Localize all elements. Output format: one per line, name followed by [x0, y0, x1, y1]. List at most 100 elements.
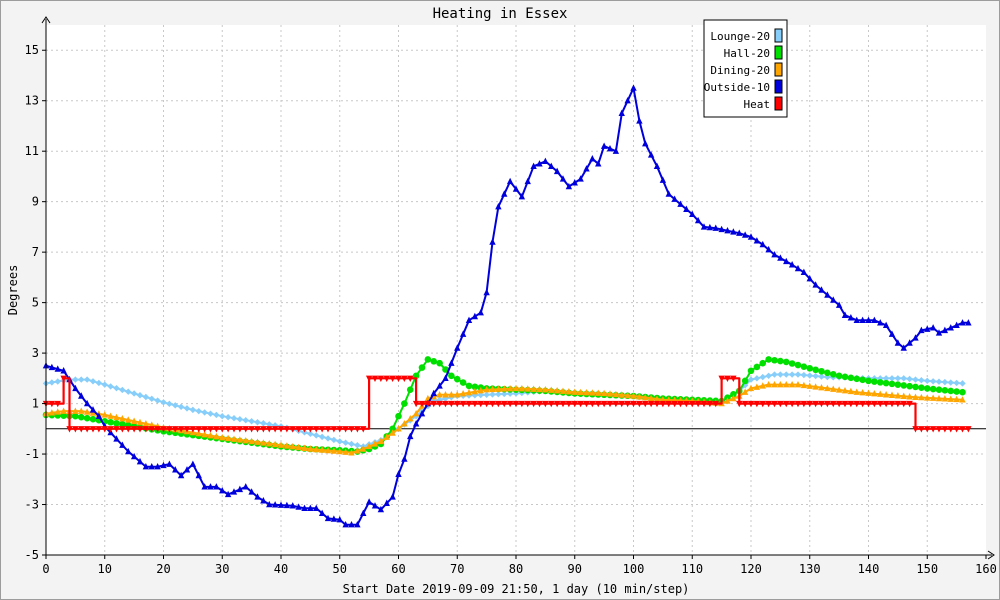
data-point-lounge-20	[953, 379, 960, 387]
data-point-dining-20	[48, 409, 56, 416]
data-point-heat	[501, 400, 508, 408]
data-point-outside-10	[160, 461, 167, 469]
y-tick-label: 7	[32, 245, 39, 259]
data-point-hall-20	[418, 364, 426, 371]
data-point-lounge-20	[924, 377, 931, 385]
data-point-dining-20	[947, 395, 954, 402]
legend-swatch-heat	[774, 96, 783, 111]
data-point-dining-20	[783, 380, 790, 388]
data-point-lounge-20	[495, 391, 502, 398]
data-point-dining-20	[230, 435, 238, 442]
data-point-hall-20	[113, 419, 120, 427]
axes	[41, 16, 995, 560]
data-point-dining-20	[847, 387, 855, 395]
series-layer	[42, 84, 972, 528]
data-point-heat	[624, 400, 631, 408]
data-point-outside-10	[313, 504, 320, 512]
data-point-outside-10	[830, 296, 837, 303]
data-point-heat	[730, 375, 737, 383]
data-point-lounge-20	[230, 415, 238, 422]
data-point-outside-10	[589, 155, 596, 162]
data-point-dining-20	[289, 443, 296, 450]
data-point-heat	[336, 426, 343, 433]
data-point-heat	[712, 400, 719, 408]
data-point-lounge-20	[95, 379, 103, 387]
data-point-hall-20	[947, 387, 955, 395]
data-point-dining-20	[213, 432, 220, 440]
data-point-lounge-20	[83, 376, 91, 383]
data-point-dining-20	[759, 382, 766, 389]
data-point-dining-20	[113, 413, 120, 421]
data-point-dining-20	[342, 448, 349, 455]
data-point-dining-20	[548, 386, 555, 393]
data-point-hall-20	[794, 361, 802, 369]
x-tick-label: 30	[215, 562, 229, 576]
data-point-heat	[266, 426, 273, 433]
grid	[46, 25, 986, 555]
data-point-heat	[630, 400, 637, 408]
y-tick-label: 1	[32, 397, 39, 411]
data-point-heat	[794, 400, 802, 408]
data-point-lounge-20	[48, 379, 56, 386]
legend-swatch-hall-20	[774, 45, 783, 60]
data-point-heat	[189, 426, 197, 433]
data-point-hall-20	[918, 384, 925, 391]
data-point-heat	[788, 400, 796, 408]
data-point-outside-10	[765, 245, 772, 253]
legend-label-outside-10: Outside-10	[704, 81, 770, 94]
data-point-lounge-20	[941, 378, 949, 386]
data-point-hall-20	[835, 372, 843, 380]
y-tick-label: -5	[25, 548, 39, 562]
data-point-heat	[283, 426, 291, 433]
data-point-hall-20	[929, 385, 937, 393]
data-point-lounge-20	[888, 375, 896, 382]
series-hall-20	[42, 356, 966, 455]
data-point-heat	[342, 426, 349, 433]
data-point-dining-20	[865, 389, 872, 396]
data-point-outside-10	[230, 488, 238, 495]
data-point-outside-10	[418, 409, 426, 417]
data-point-heat	[360, 426, 367, 433]
data-point-outside-10	[877, 319, 884, 326]
data-point-outside-10	[148, 462, 155, 470]
tick-labels: 0 10 20 30 40 50 60 70 80 90 100 110 120 130 140 150 160…	[25, 43, 997, 576]
data-point-heat	[830, 400, 837, 408]
data-point-heat	[389, 375, 396, 383]
x-tick-label: 120	[740, 562, 762, 576]
data-point-dining-20	[242, 436, 249, 444]
data-point-outside-10	[941, 326, 949, 334]
data-point-heat	[753, 400, 761, 408]
data-point-heat	[213, 426, 220, 433]
data-point-outside-10	[236, 485, 244, 493]
data-point-hall-20	[935, 386, 943, 393]
data-point-heat	[324, 426, 332, 433]
data-point-outside-10	[647, 151, 655, 158]
data-point-dining-20	[542, 385, 549, 393]
data-point-lounge-20	[266, 421, 273, 428]
data-point-dining-20	[248, 437, 255, 445]
data-point-dining-20	[412, 409, 420, 417]
data-point-outside-10	[536, 160, 543, 167]
data-point-hall-20	[741, 377, 749, 385]
data-point-heat	[395, 375, 402, 383]
data-point-hall-20	[894, 381, 902, 388]
data-point-dining-20	[442, 391, 449, 398]
data-point-heat	[900, 400, 907, 408]
y-tick-label: 11	[25, 144, 39, 158]
data-point-dining-20	[788, 380, 796, 388]
data-point-dining-20	[918, 393, 925, 401]
data-point-dining-20	[565, 388, 573, 395]
data-point-heat	[136, 426, 144, 433]
data-point-dining-20	[630, 392, 637, 399]
data-point-heat	[959, 426, 966, 433]
data-point-heat	[201, 426, 208, 433]
data-point-dining-20	[824, 384, 831, 392]
data-point-outside-10	[642, 139, 649, 147]
data-point-dining-20	[924, 394, 931, 401]
x-axis-label: Start Date 2019-09-09 21:50, 1 day (10 m…	[343, 582, 690, 596]
x-axis-arrow	[987, 550, 995, 560]
data-point-heat	[436, 400, 443, 408]
data-point-hall-20	[465, 382, 473, 390]
data-point-dining-20	[941, 395, 949, 402]
data-point-outside-10	[430, 389, 437, 397]
